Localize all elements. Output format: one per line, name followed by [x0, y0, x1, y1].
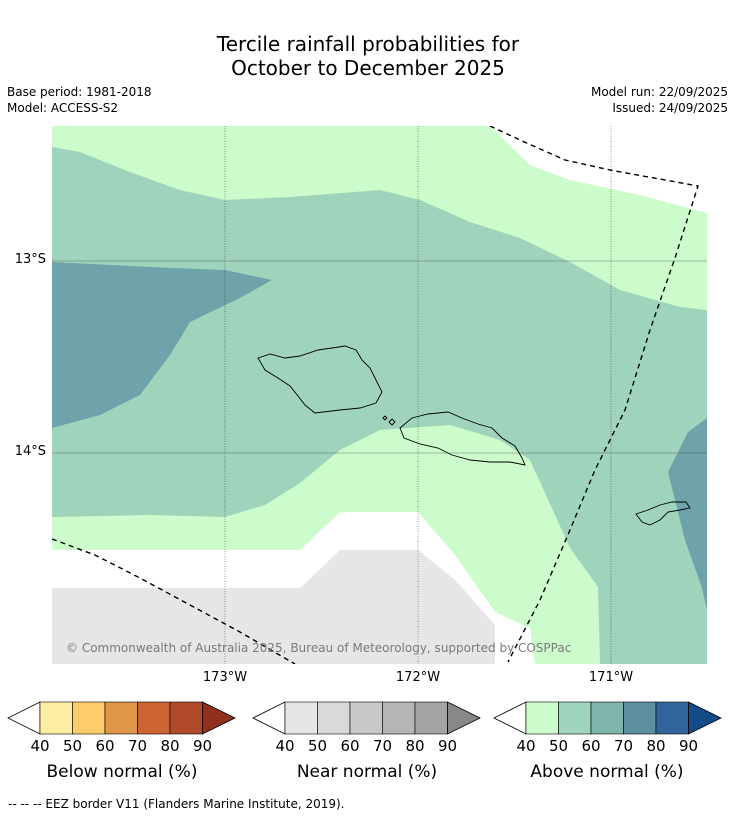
cb-below-80: [169, 701, 203, 735]
above-normal-60-region-west: [52, 262, 272, 428]
graticule: [224, 126, 612, 664]
colorbar-title-above: Above normal (%): [530, 762, 684, 782]
map-title-line-2: October to December 2025: [231, 56, 505, 80]
cb-below-tick: 70: [127, 737, 148, 755]
colorbar-below-normal: [7, 701, 236, 735]
map-title-line-1: Tercile rainfall probabilities for: [216, 32, 520, 56]
cb-near-40: [284, 701, 318, 735]
tutuila-island: [635, 501, 691, 526]
colorbar-title-below: Below normal (%): [46, 762, 198, 782]
cb-below-tick: 40: [30, 737, 50, 755]
cb-above-tick: 90: [678, 737, 699, 755]
cb-above-tick: 80: [646, 737, 666, 755]
base-period-label: Base period: 1981-2018: [7, 85, 152, 99]
manono-island: [388, 418, 396, 426]
colorbar-near-normal: [252, 701, 481, 735]
cb-above-tick: 50: [548, 737, 569, 755]
issued-label: Issued: 24/09/2025: [612, 101, 728, 115]
cb-near-80: [414, 701, 448, 735]
island-outlines: [257, 345, 691, 526]
longitude-label-172w: 172°W: [395, 670, 441, 685]
cb-above-tick: 60: [581, 737, 601, 755]
cb-near-tick: 90: [437, 737, 458, 755]
cb-near-50: [317, 701, 351, 735]
cb-near-tick: 70: [372, 737, 393, 755]
cb-below-tick: 90: [192, 737, 213, 755]
cb-below-50: [72, 701, 106, 735]
cb-near-tick: 80: [405, 737, 425, 755]
upolu-island: [399, 411, 526, 466]
latitude-label-13s: 13°S: [14, 252, 46, 267]
cb-near-tick: 60: [340, 737, 360, 755]
cb-below-40: [39, 701, 73, 735]
cb-above-40: [525, 701, 559, 735]
longitude-label-171w: 171°W: [588, 670, 634, 685]
colorbar-above-normal: [493, 701, 722, 735]
cb-above-70: [623, 701, 657, 735]
cb-near-60: [349, 701, 383, 735]
cb-near-tick: 40: [275, 737, 295, 755]
cb-above-tick: 70: [613, 737, 634, 755]
cb-below-tick: 50: [62, 737, 83, 755]
cb-below-tick: 80: [160, 737, 180, 755]
colorbar-title-near: Near normal (%): [296, 762, 438, 782]
cb-near-70: [382, 701, 416, 735]
cb-above-80: [655, 701, 689, 735]
latitude-label-14s: 14°S: [14, 444, 46, 459]
savaii-island: [257, 345, 383, 414]
cb-above-50: [558, 701, 592, 735]
cb-below-tick: 60: [95, 737, 115, 755]
longitude-label-173w: 173°W: [202, 670, 248, 685]
copyright-notice: © Commonwealth of Australia 2025, Bureau…: [66, 641, 572, 655]
near-normal-40-region: [52, 550, 495, 664]
cb-above-tick: 40: [516, 737, 536, 755]
cb-near-tick: 50: [307, 737, 328, 755]
cb-below-70: [137, 701, 171, 735]
model-run-label: Model run: 22/09/2025: [590, 85, 728, 99]
cb-below-60: [104, 701, 138, 735]
cb-above-60: [590, 701, 624, 735]
above-normal-60-region-east: [668, 418, 707, 610]
model-label: Model: ACCESS-S2: [7, 101, 119, 115]
eez-footnote: -- -- -- EEZ border V11 (Flanders Marine…: [8, 797, 345, 811]
latitude-lines: [52, 260, 707, 454]
eez-border: [52, 126, 699, 664]
apolima-island: [382, 415, 388, 421]
